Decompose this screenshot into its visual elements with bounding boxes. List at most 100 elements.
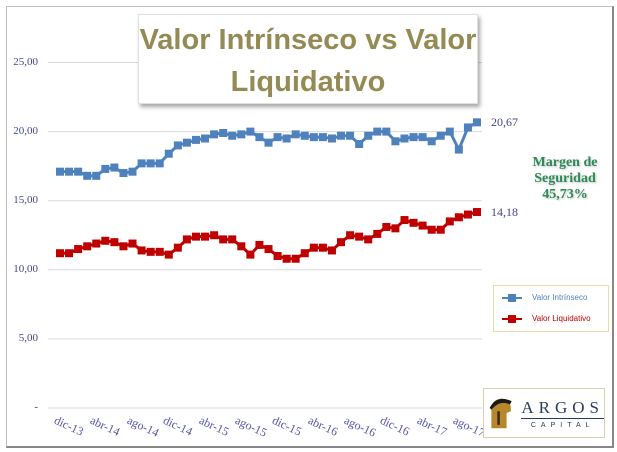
data-point: [436, 131, 445, 140]
data-point: [473, 118, 481, 127]
margin-line-3: 45,73%: [542, 187, 588, 202]
margin-line-2: Seguridad: [534, 171, 596, 186]
data-point: [228, 131, 237, 140]
data-point: [101, 236, 110, 245]
data-point: [418, 221, 427, 230]
data-point: [255, 133, 264, 142]
data-point: [182, 138, 191, 147]
data-point: [191, 135, 200, 144]
y-tick-label: 20,00: [13, 124, 38, 137]
margin-annotation: Margen de Seguridad 45,73%: [520, 155, 610, 203]
data-point: [74, 245, 83, 254]
data-point: [337, 238, 346, 247]
data-point: [373, 229, 382, 238]
margin-line-1: Margen de: [532, 155, 598, 170]
data-point: [191, 232, 200, 241]
data-point: [101, 164, 110, 173]
data-point: [255, 240, 264, 249]
data-point: [246, 127, 255, 136]
data-point: [173, 243, 182, 252]
data-point: [56, 167, 64, 176]
data-point: [373, 127, 382, 136]
data-point: [427, 137, 436, 146]
data-point: [56, 249, 64, 258]
data-point: [355, 140, 364, 149]
data-point: [409, 133, 418, 142]
data-point: [146, 159, 155, 168]
data-point: [110, 163, 119, 172]
data-point: [346, 131, 355, 140]
data-point: [355, 232, 364, 241]
data-point: [273, 251, 282, 260]
data-point: [92, 239, 101, 248]
y-tick-label: 15,00: [13, 193, 38, 206]
chart-frame: [6, 6, 614, 448]
data-point: [300, 131, 309, 140]
data-point: [273, 133, 282, 142]
data-point: [463, 210, 472, 219]
data-point: [83, 171, 92, 180]
data-point: [246, 250, 255, 259]
y-tick-label: 25,00: [13, 55, 38, 68]
data-point: [128, 239, 137, 248]
data-point: [400, 134, 409, 143]
logo-sub: CAPITAL: [530, 421, 595, 429]
data-point: [201, 232, 210, 241]
legend-label: Valor Intrínseco: [532, 293, 588, 302]
data-point: [364, 131, 373, 140]
data-point: [391, 137, 400, 146]
data-point: [327, 246, 336, 255]
data-point: [400, 216, 409, 225]
helmet-icon: [489, 398, 512, 429]
data-point: [155, 159, 164, 168]
data-point: [454, 145, 463, 154]
data-point: [83, 242, 92, 251]
y-tick-label: 10,00: [13, 262, 38, 275]
data-point: [309, 243, 318, 252]
data-point: [364, 235, 373, 244]
chart-title: Valor Intrínseco vs Valor Liquidativo: [138, 14, 478, 104]
data-point: [119, 242, 128, 251]
data-point: [228, 235, 237, 244]
data-point: [300, 249, 309, 258]
data-point: [146, 247, 155, 256]
data-point: [382, 127, 391, 136]
series-line-0: [60, 121, 478, 178]
data-point: [318, 133, 327, 142]
data-point: [173, 141, 182, 150]
data-point: [65, 249, 74, 258]
logo-name: ARGOS: [521, 397, 604, 419]
data-point: [454, 213, 463, 222]
data-point: [409, 218, 418, 227]
data-point: [219, 128, 228, 137]
data-point: [264, 138, 273, 147]
data-point: [210, 130, 219, 139]
data-point: [427, 225, 436, 234]
legend-label: Valor Liquidativo: [532, 314, 591, 323]
legend-swatch-red: [502, 314, 522, 323]
data-point: [201, 134, 210, 143]
data-point: [282, 134, 291, 143]
data-point: [155, 247, 164, 256]
data-point: [137, 246, 146, 255]
data-point: [473, 208, 481, 217]
data-point: [74, 167, 83, 176]
data-point: [337, 131, 346, 140]
data-point: [210, 231, 219, 240]
data-point: [318, 243, 327, 252]
data-point: [237, 242, 246, 251]
data-point: [309, 133, 318, 142]
data-point: [119, 169, 128, 178]
data-point: [264, 245, 273, 254]
data-point: [463, 123, 472, 132]
data-point: [128, 167, 137, 176]
data-point: [164, 250, 173, 259]
data-point: [327, 134, 336, 143]
data-point: [110, 238, 119, 247]
y-tick-label: -: [34, 401, 38, 413]
data-point: [282, 254, 291, 263]
data-point: [382, 222, 391, 231]
data-point: [92, 171, 101, 180]
legend-item-liquidativo: Valor Liquidativo: [502, 314, 591, 323]
